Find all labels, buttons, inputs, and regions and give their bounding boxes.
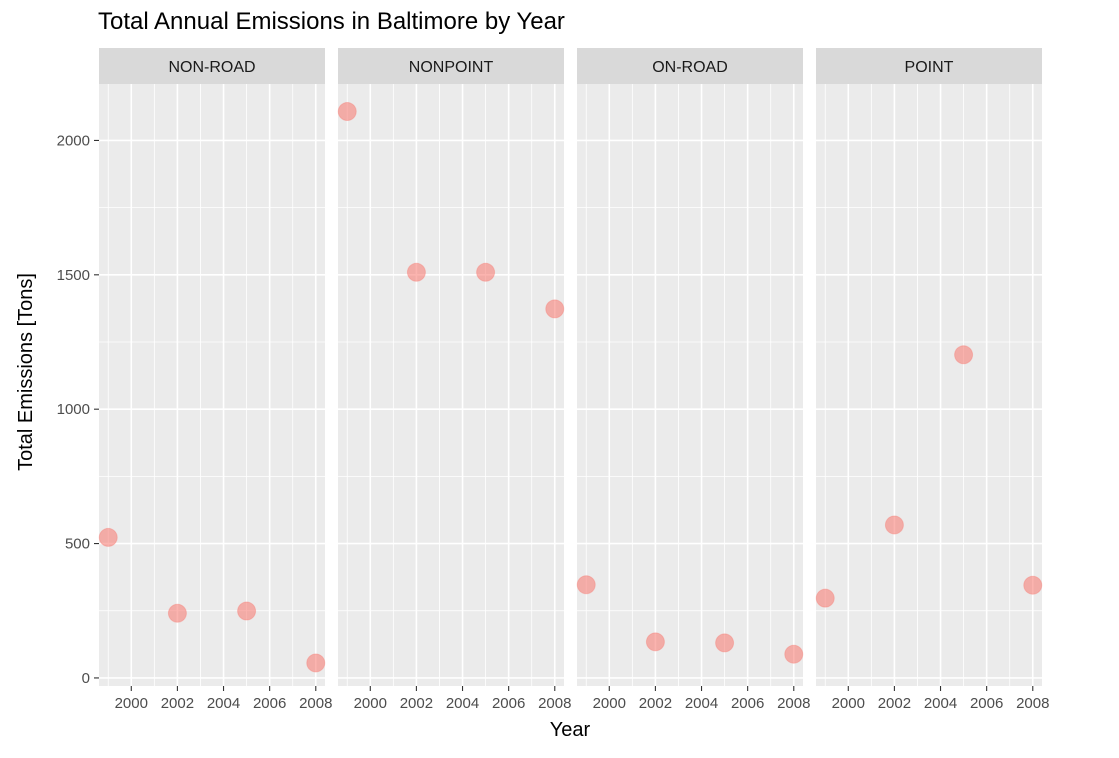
facet-plot-area [99, 84, 325, 686]
facet-panel: NON-ROAD 2000 2002 2004 2006 2008 [98, 48, 332, 712]
data-point [1023, 575, 1043, 595]
facet-x-axis: 2000 2002 2004 2006 2008 [354, 686, 571, 712]
x-tick-label: 2006 [731, 695, 764, 712]
data-point [337, 102, 357, 122]
data-point [237, 601, 257, 621]
facet-plot-area [816, 84, 1042, 686]
facet-strip-label: ON-ROAD [652, 59, 728, 76]
facet-panel: NONPOINT 2000 2002 2004 2006 2008 [337, 48, 571, 712]
data-point [715, 633, 735, 653]
data-points [98, 527, 326, 673]
facet-strip-label: NONPOINT [409, 59, 494, 76]
facet-panel: ON-ROAD 2000 2002 2004 2006 2008 [576, 48, 810, 712]
y-tick-label: 2000 [57, 132, 90, 149]
data-point [784, 644, 804, 664]
x-tick-label: 2006 [253, 695, 286, 712]
facet-strip [816, 48, 1042, 84]
x-tick-label: 2000 [832, 695, 865, 712]
facet-plot-area [577, 84, 803, 686]
y-tick-label: 500 [65, 536, 90, 553]
x-tick-label: 2002 [161, 695, 194, 712]
data-point [545, 299, 565, 319]
chart-title: Total Annual Emissions in Baltimore by Y… [98, 8, 565, 35]
x-tick-label: 2004 [446, 695, 479, 712]
facet-x-axis: 2000 2002 2004 2006 2008 [832, 686, 1049, 712]
facet-strip-label: POINT [905, 59, 954, 76]
facets: NON-ROAD 2000 2002 2004 2006 2008 NONPOINT 2000… [98, 48, 1049, 712]
data-point [645, 632, 665, 652]
x-tick-label: 2000 [115, 695, 148, 712]
data-point [98, 527, 118, 547]
x-tick-label: 2004 [207, 695, 240, 712]
x-tick-label: 2006 [970, 695, 1003, 712]
x-tick-label: 2000 [593, 695, 626, 712]
data-point [884, 515, 904, 535]
gridlines [577, 84, 803, 686]
x-tick-label: 2004 [924, 695, 957, 712]
data-point [576, 575, 596, 595]
data-point [954, 345, 974, 365]
x-tick-label: 2006 [492, 695, 525, 712]
data-points [337, 102, 565, 319]
x-tick-label: 2008 [777, 695, 810, 712]
facet-strip [577, 48, 803, 84]
data-point [476, 262, 496, 282]
facet-x-axis: 2000 2002 2004 2006 2008 [115, 686, 332, 712]
x-tick-label: 2004 [685, 695, 718, 712]
x-tick-label: 2002 [878, 695, 911, 712]
data-point [306, 653, 326, 673]
facet-strip [338, 48, 564, 84]
y-axis-title: Total Emissions [Tons] [15, 273, 37, 471]
facet-panel: POINT 2000 2002 2004 2006 2008 [815, 48, 1049, 712]
x-tick-label: 2008 [538, 695, 571, 712]
x-tick-label: 2002 [639, 695, 672, 712]
data-point [406, 262, 426, 282]
x-tick-label: 2008 [1016, 695, 1049, 712]
y-tick-label: 1500 [57, 267, 90, 284]
facet-strip [99, 48, 325, 84]
data-point [815, 588, 835, 608]
gridlines [99, 84, 325, 686]
x-tick-label: 2008 [299, 695, 332, 712]
facet-strip-label: NON-ROAD [168, 59, 255, 76]
data-points [815, 345, 1043, 608]
x-tick-label: 2002 [400, 695, 433, 712]
facet-plot-area [338, 84, 564, 686]
data-points [576, 575, 804, 664]
y-axis: 0 500 1000 1500 2000 [57, 132, 99, 687]
data-point [167, 603, 187, 623]
gridlines [338, 84, 564, 686]
x-tick-label: 2000 [354, 695, 387, 712]
x-axis-title: Year [550, 719, 591, 741]
y-tick-label: 1000 [57, 401, 90, 418]
facet-x-axis: 2000 2002 2004 2006 2008 [593, 686, 810, 712]
y-tick-label: 0 [82, 670, 90, 687]
